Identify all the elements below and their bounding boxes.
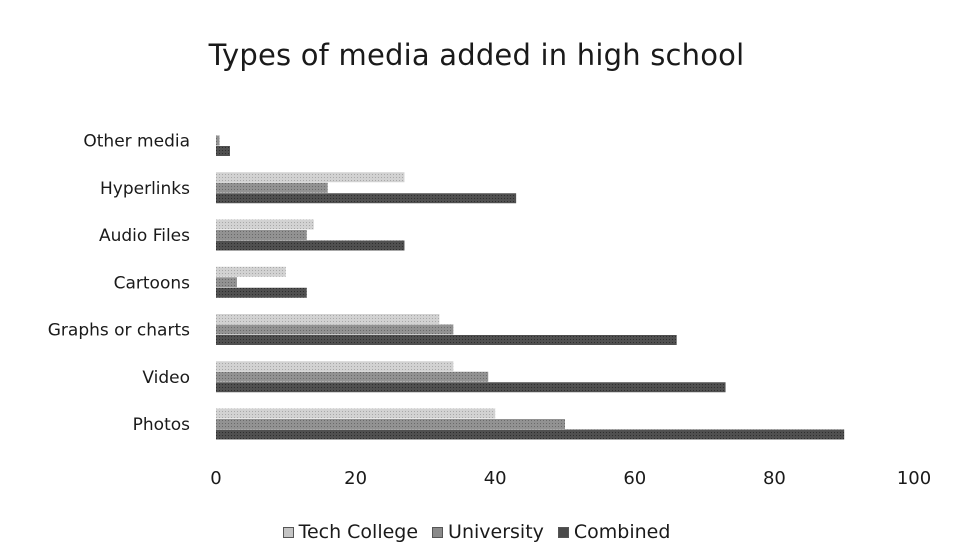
- category-label-cartoons: Cartoons: [114, 273, 191, 293]
- bar-combined-cartoons: [216, 287, 307, 298]
- x-tick-label-40: 40: [484, 468, 507, 489]
- bar-tech-college-photos: [216, 408, 496, 419]
- category-label-video: Video: [142, 368, 190, 388]
- legend-label-tech-college: Tech College: [298, 521, 419, 543]
- bar-tech-college-graphs-or-charts: [216, 314, 440, 324]
- bar-tech-college-cartoons: [216, 266, 286, 277]
- legend-label-combined: Combined: [573, 521, 671, 543]
- bar-university-graphs-or-charts: [216, 324, 454, 335]
- legend-swatch-combined: [557, 526, 569, 538]
- bar-tech-college-audio-files: [216, 219, 314, 230]
- category-label-other-media: Other media: [83, 132, 190, 152]
- category-label-graphs-or-charts: Graphs or charts: [48, 321, 190, 341]
- bar-university-audio-files: [216, 230, 307, 240]
- bar-combined-photos: [216, 429, 845, 440]
- bar-combined-graphs-or-charts: [216, 335, 677, 345]
- category-label-hyperlinks: Hyperlinks: [100, 179, 190, 199]
- bar-university-video: [216, 371, 489, 382]
- legend: Tech College University Combined: [0, 521, 953, 543]
- bar-combined-hyperlinks: [216, 193, 517, 204]
- bar-university-photos: [216, 419, 565, 429]
- bar-tech-college-video: [216, 361, 454, 372]
- bar-combined-audio-files: [216, 240, 405, 251]
- legend-swatch-university: [432, 526, 444, 538]
- chart-title: Types of media added in high school: [208, 38, 745, 72]
- bar-university-other-media: [216, 135, 220, 146]
- x-tick-label-20: 20: [344, 468, 367, 489]
- x-tick-label-80: 80: [763, 468, 786, 489]
- category-label-photos: Photos: [133, 415, 190, 435]
- legend-item-university: University: [432, 521, 544, 543]
- bar-combined-video: [216, 382, 726, 393]
- legend-item-tech-college: Tech College: [282, 521, 419, 543]
- legend-swatch-tech-college: [282, 526, 294, 538]
- x-tick-label-100: 100: [897, 468, 931, 489]
- bar-university-hyperlinks: [216, 182, 328, 193]
- x-tick-label-60: 60: [623, 468, 646, 489]
- legend-item-combined: Combined: [557, 521, 671, 543]
- x-tick-label-0: 0: [210, 468, 221, 489]
- category-label-audio-files: Audio Files: [99, 226, 190, 246]
- legend-label-university: University: [448, 521, 544, 543]
- bar-combined-other-media: [216, 146, 230, 156]
- bar-tech-college-hyperlinks: [216, 172, 405, 183]
- bar-university-cartoons: [216, 277, 237, 288]
